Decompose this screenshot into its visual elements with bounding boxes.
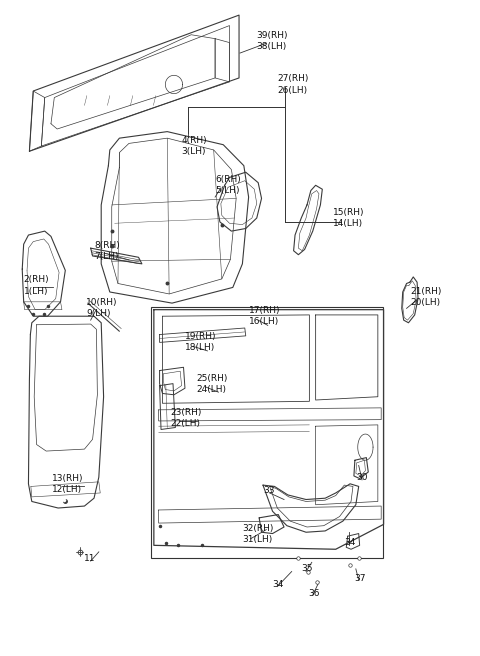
- Text: 13(RH)
12(LH): 13(RH) 12(LH): [52, 474, 84, 494]
- Text: 30: 30: [356, 473, 367, 482]
- Text: 11: 11: [84, 554, 96, 563]
- Text: 37: 37: [354, 573, 365, 583]
- Text: 23(RH)
22(LH): 23(RH) 22(LH): [170, 408, 202, 428]
- Text: 34: 34: [273, 580, 284, 589]
- Text: 19(RH)
18(LH): 19(RH) 18(LH): [185, 333, 216, 352]
- Text: 33: 33: [263, 486, 275, 495]
- Text: 8(RH)
7(LH): 8(RH) 7(LH): [94, 241, 120, 261]
- Text: 27(RH)
26(LH): 27(RH) 26(LH): [277, 74, 309, 94]
- Bar: [152, 307, 383, 558]
- Text: 4(RH)
3(LH): 4(RH) 3(LH): [181, 136, 207, 156]
- Text: 21(RH)
20(LH): 21(RH) 20(LH): [410, 287, 441, 306]
- Text: 32(RH)
31(LH): 32(RH) 31(LH): [242, 524, 274, 544]
- Text: 35: 35: [301, 564, 313, 573]
- Text: 17(RH)
16(LH): 17(RH) 16(LH): [249, 306, 280, 326]
- Text: 10(RH)
9(LH): 10(RH) 9(LH): [86, 298, 118, 318]
- Text: 15(RH)
14(LH): 15(RH) 14(LH): [333, 208, 365, 228]
- Text: 2(RH)
1(LH): 2(RH) 1(LH): [24, 276, 49, 295]
- Text: 34: 34: [344, 538, 356, 547]
- Text: 36: 36: [308, 588, 320, 598]
- Text: 39(RH)
38(LH): 39(RH) 38(LH): [257, 31, 288, 51]
- Text: 6(RH)
5(LH): 6(RH) 5(LH): [215, 175, 241, 195]
- Text: 25(RH)
24(LH): 25(RH) 24(LH): [196, 373, 228, 394]
